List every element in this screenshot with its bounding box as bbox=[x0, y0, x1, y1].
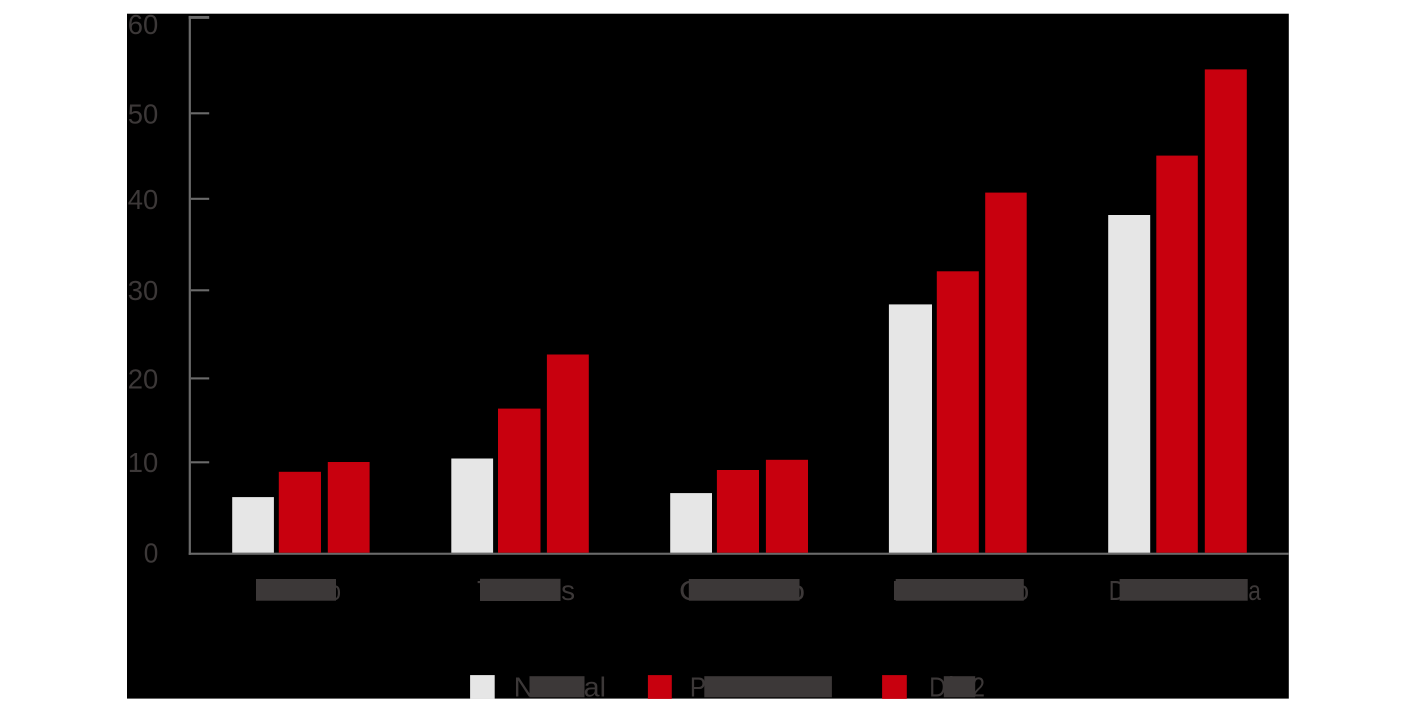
svg-text:20: 20 bbox=[128, 363, 159, 394]
svg-text:30: 30 bbox=[128, 275, 159, 306]
svg-text:50: 50 bbox=[128, 99, 159, 130]
svg-text:10: 10 bbox=[128, 447, 159, 478]
svg-text:0: 0 bbox=[144, 538, 159, 569]
svg-text:60: 60 bbox=[128, 9, 159, 40]
svg-text:40: 40 bbox=[128, 184, 159, 215]
